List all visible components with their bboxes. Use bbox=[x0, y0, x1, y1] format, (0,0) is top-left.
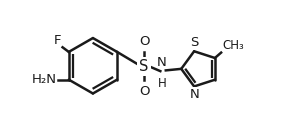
Text: N: N bbox=[157, 56, 167, 69]
Text: O: O bbox=[139, 85, 149, 98]
Text: S: S bbox=[139, 59, 149, 74]
Text: N: N bbox=[189, 88, 199, 101]
Text: CH₃: CH₃ bbox=[222, 39, 244, 52]
Text: F: F bbox=[53, 34, 61, 47]
Text: H: H bbox=[157, 77, 166, 90]
Text: S: S bbox=[190, 36, 198, 49]
Text: O: O bbox=[139, 35, 149, 48]
Text: H₂N: H₂N bbox=[31, 73, 56, 86]
